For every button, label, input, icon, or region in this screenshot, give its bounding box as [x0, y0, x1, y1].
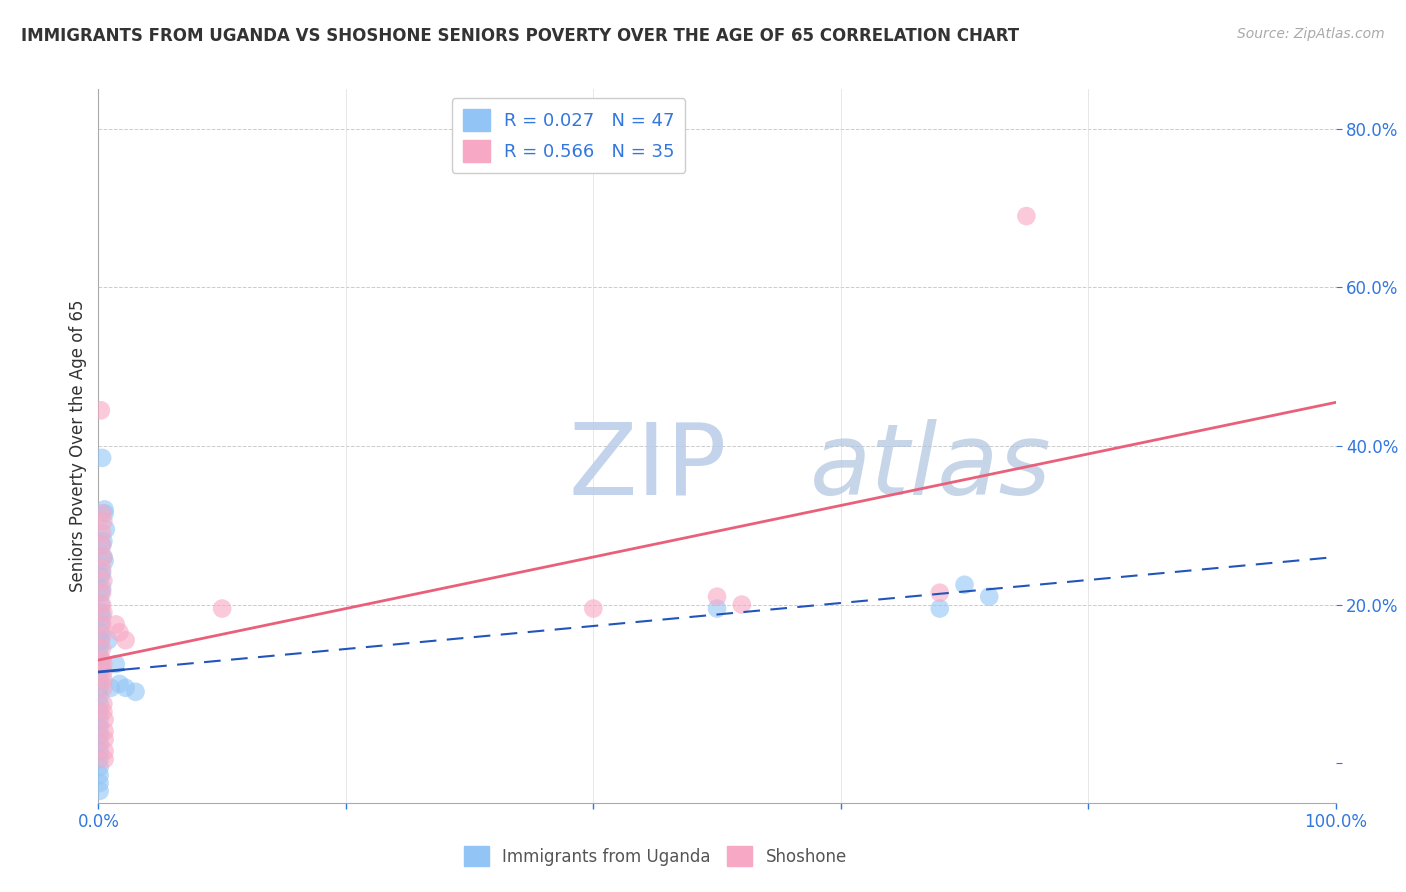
Point [93, 713, 115, 727]
Point [89, 713, 111, 727]
Point [90, 633, 112, 648]
Point [108, 625, 131, 640]
Point [91, 582, 114, 596]
Point [731, 598, 754, 612]
Point [979, 590, 1001, 604]
Point [93, 657, 115, 671]
Point [89, 728, 111, 742]
Point [89, 657, 111, 671]
Y-axis label: Seniors Poverty Over the Age of 65: Seniors Poverty Over the Age of 65 [69, 300, 87, 592]
Point [89, 681, 111, 695]
Point [1015, 209, 1038, 223]
Point [953, 578, 976, 592]
Point [93, 744, 115, 758]
Point [90, 403, 112, 417]
Point [89, 760, 111, 774]
Point [89, 665, 111, 679]
Point [91, 562, 114, 576]
Point [93, 549, 115, 564]
Point [91, 609, 114, 624]
Point [89, 744, 111, 758]
Point [89, 641, 111, 656]
Point [93, 554, 115, 568]
Point [706, 590, 728, 604]
Point [93, 549, 115, 564]
Point [93, 507, 115, 521]
Text: ZIP: ZIP [568, 419, 727, 516]
Point [93, 534, 115, 549]
Point [89, 649, 111, 664]
Point [89, 673, 111, 687]
Point [211, 601, 233, 615]
Point [91, 538, 114, 552]
Point [93, 514, 115, 528]
Point [93, 502, 115, 516]
Point [90, 585, 112, 599]
Point [90, 570, 112, 584]
Point [89, 736, 111, 750]
Point [93, 681, 115, 695]
Point [93, 665, 115, 679]
Point [97, 633, 120, 648]
Point [91, 585, 114, 599]
Point [91, 598, 114, 612]
Point [100, 681, 122, 695]
Point [93, 732, 115, 747]
Point [93, 606, 115, 620]
Point [93, 705, 115, 719]
Point [89, 752, 111, 766]
Point [91, 450, 114, 465]
Point [124, 685, 146, 699]
Text: Source: ZipAtlas.com: Source: ZipAtlas.com [1237, 27, 1385, 41]
Point [108, 677, 131, 691]
Point [90, 606, 112, 620]
Point [89, 776, 111, 790]
Point [706, 601, 728, 615]
Point [104, 657, 127, 671]
Point [91, 538, 114, 552]
Point [89, 697, 111, 711]
Point [90, 625, 112, 640]
Point [91, 641, 114, 656]
Text: atlas: atlas [810, 419, 1052, 516]
Point [94, 522, 117, 536]
Point [114, 681, 136, 695]
Point [114, 633, 136, 648]
Point [91, 617, 114, 632]
Point [89, 768, 111, 782]
Point [93, 752, 115, 766]
Point [89, 705, 111, 719]
Point [93, 673, 115, 687]
Text: IMMIGRANTS FROM UGANDA VS SHOSHONE SENIORS POVERTY OVER THE AGE OF 65 CORRELATIO: IMMIGRANTS FROM UGANDA VS SHOSHONE SENIO… [21, 27, 1019, 45]
Point [93, 574, 115, 588]
Point [928, 585, 950, 599]
Point [93, 697, 115, 711]
Point [89, 784, 111, 798]
Point [91, 566, 114, 580]
Point [928, 601, 950, 615]
Point [582, 601, 605, 615]
Point [93, 724, 115, 739]
Point [91, 526, 114, 541]
Point [91, 653, 114, 667]
Point [91, 629, 114, 643]
Point [104, 617, 127, 632]
Point [90, 598, 112, 612]
Point [91, 507, 114, 521]
Point [89, 689, 111, 703]
Legend: Immigrants from Uganda, Shoshone: Immigrants from Uganda, Shoshone [457, 839, 853, 873]
Point [89, 721, 111, 735]
Point [90, 617, 112, 632]
